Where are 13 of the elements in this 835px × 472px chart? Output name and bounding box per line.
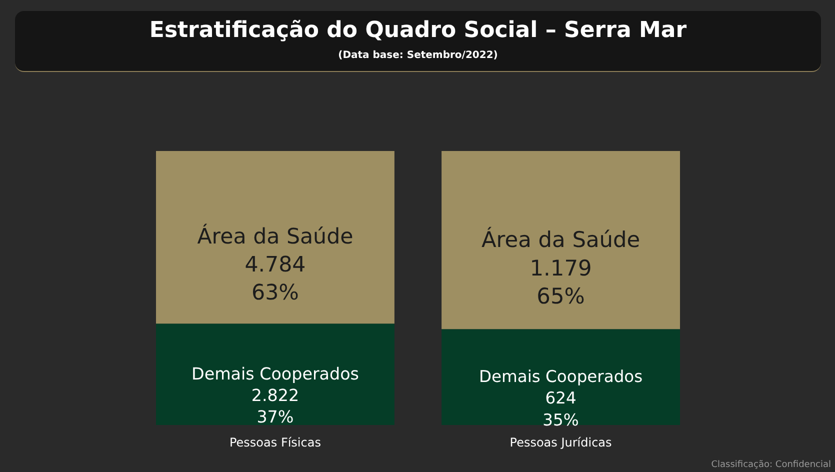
- chart-subtitle: (Data base: Setembro/2022): [337, 50, 499, 61]
- series-label: Área da Saúde: [481, 226, 640, 254]
- data-label: 2.822 37%: [251, 386, 300, 427]
- x-tick-label: Pessoas Jurídicas: [510, 436, 612, 450]
- data-label: 4.784 63%: [244, 252, 306, 306]
- data-label: 1.179 65%: [530, 256, 592, 310]
- text: Classificação: Confidencial: [711, 460, 831, 470]
- series-label: Demais Cooperados: [192, 364, 359, 384]
- x-tick-label: Pessoas Físicas: [229, 436, 321, 450]
- data-label: 624 35%: [542, 388, 579, 430]
- text: Demais Cooperados: [478, 367, 643, 386]
- chart-title: Estratificação do Quadro Social – Serra Mar: [148, 18, 688, 43]
- text: Área da Saúde: [197, 224, 354, 250]
